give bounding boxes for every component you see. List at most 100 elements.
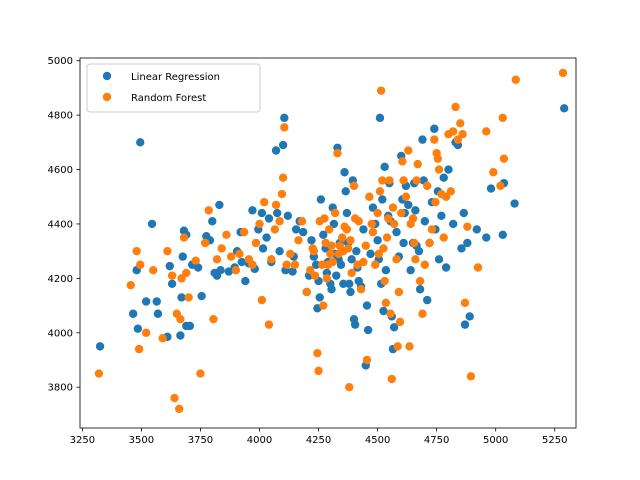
data-point [314, 366, 323, 376]
data-point [379, 244, 388, 253]
data-point [178, 252, 187, 261]
data-point [401, 192, 411, 201]
data-point [94, 369, 104, 378]
data-point [486, 184, 496, 193]
data-point [342, 225, 352, 234]
data-point [175, 404, 184, 414]
data-point [559, 104, 569, 113]
data-point [270, 225, 280, 234]
data-point [134, 344, 144, 354]
data-point [362, 355, 372, 365]
data-point [418, 135, 427, 144]
data-point [466, 372, 476, 381]
data-point [158, 334, 167, 343]
data-point [366, 249, 375, 259]
data-point [345, 382, 354, 392]
data-point [361, 241, 370, 250]
data-point [239, 227, 249, 237]
data-point [307, 236, 316, 245]
data-point [196, 369, 205, 378]
data-point [341, 187, 350, 196]
data-point [418, 309, 427, 318]
data-point [437, 211, 446, 220]
data-point [459, 208, 469, 218]
data-point [275, 217, 284, 226]
data-point [330, 208, 340, 218]
data-point [264, 214, 274, 223]
data-point [444, 165, 453, 174]
data-point [350, 320, 360, 329]
data-point [368, 227, 378, 237]
data-point [411, 206, 420, 215]
data-point [136, 260, 145, 269]
data-point [179, 233, 189, 242]
data-point [197, 291, 206, 301]
legend-box [86, 63, 261, 113]
data-point [310, 271, 320, 280]
data-point [248, 260, 257, 269]
series-random-forest [94, 68, 568, 414]
data-point [327, 285, 336, 294]
data-point [498, 230, 507, 240]
data-point [496, 181, 505, 191]
data-point [95, 342, 105, 351]
data-point [399, 176, 408, 185]
data-point [280, 113, 289, 123]
legend-marker [102, 71, 112, 81]
data-point [217, 244, 226, 253]
data-point [332, 271, 341, 280]
data-point [273, 208, 282, 218]
data-point [465, 312, 474, 321]
y-tick-label: 4600 [48, 165, 73, 176]
data-point [511, 75, 520, 84]
data-point [408, 214, 418, 223]
data-point [446, 187, 456, 196]
data-point [392, 255, 401, 264]
data-point [460, 298, 470, 308]
data-point [388, 203, 398, 212]
data-point [346, 287, 355, 297]
data-point [311, 260, 321, 269]
data-point [328, 257, 337, 267]
data-point [215, 200, 224, 210]
data-point [405, 342, 414, 351]
data-point [451, 102, 460, 112]
data-point [315, 293, 324, 302]
data-point [177, 293, 186, 302]
x-tick-label: 4250 [306, 435, 331, 446]
data-point [260, 197, 269, 207]
data-point [460, 320, 470, 329]
data-point [404, 200, 413, 210]
data-point [141, 328, 151, 337]
x-axis: 3250 3500 3750 4000 4250 4500 4750 5000 5250 [70, 428, 567, 446]
data-point [463, 222, 472, 231]
data-point [204, 206, 213, 215]
data-point [392, 227, 401, 237]
data-point [340, 168, 349, 177]
data-point [376, 86, 386, 95]
data-point [170, 393, 179, 403]
data-point [404, 146, 413, 155]
data-point [381, 298, 391, 308]
data-point [386, 309, 395, 318]
data-point [420, 217, 430, 226]
y-axis: 3800 4000 4200 4400 4600 4800 5000 [48, 56, 80, 394]
y-tick-label: 4400 [48, 219, 73, 230]
data-point [271, 146, 281, 155]
data-point [147, 219, 157, 229]
y-tick-label: 3800 [48, 383, 73, 394]
data-point [510, 199, 519, 208]
data-point [177, 274, 186, 283]
data-point [241, 276, 250, 286]
series-linear-regression [95, 104, 569, 370]
data-point [482, 127, 491, 136]
data-point [380, 162, 389, 172]
data-point [327, 241, 336, 250]
data-point [368, 203, 378, 212]
data-point [425, 238, 434, 248]
data-point [264, 320, 274, 329]
y-tick-label: 4000 [48, 328, 73, 339]
data-point [333, 149, 342, 158]
data-point [258, 244, 268, 253]
y-tick-label: 4200 [48, 274, 73, 285]
